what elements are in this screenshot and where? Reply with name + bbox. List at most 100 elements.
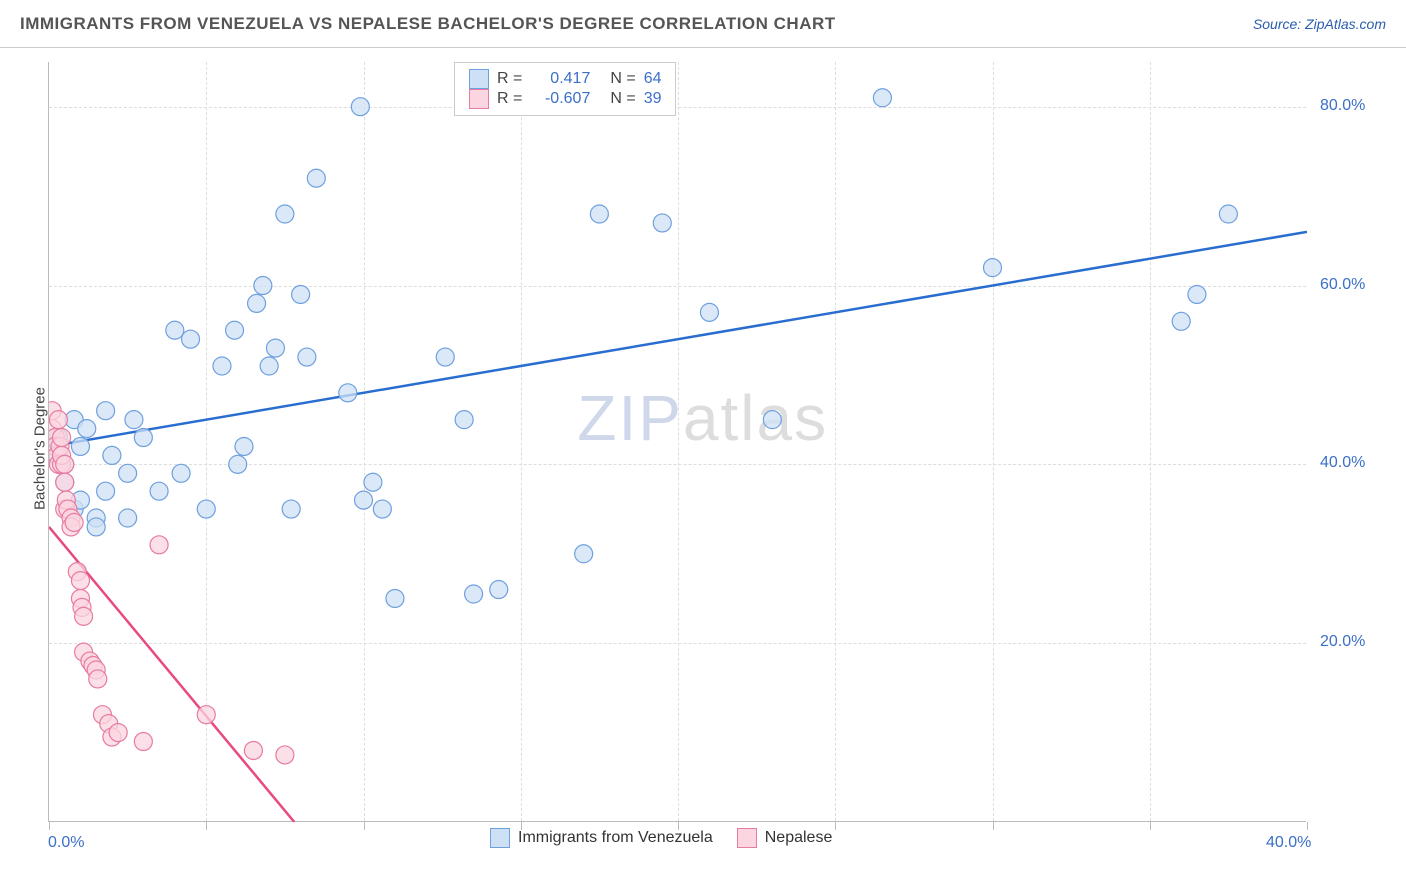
- data-point: [78, 420, 96, 438]
- data-point: [1172, 312, 1190, 330]
- legend-swatch: [737, 828, 757, 848]
- data-point: [307, 169, 325, 187]
- r-label: R =: [497, 90, 522, 108]
- source-link[interactable]: ZipAtlas.com: [1305, 16, 1386, 32]
- data-point: [590, 205, 608, 223]
- data-point: [763, 411, 781, 429]
- data-point: [65, 513, 83, 531]
- x-tick: [1150, 822, 1151, 830]
- data-point: [56, 455, 74, 473]
- page-title: IMMIGRANTS FROM VENEZUELA VS NEPALESE BA…: [20, 14, 836, 34]
- data-point: [575, 545, 593, 563]
- data-point: [182, 330, 200, 348]
- x-tick: [49, 822, 50, 830]
- r-value: -0.607: [530, 90, 590, 108]
- y-axis-label: Bachelor's Degree: [32, 369, 49, 529]
- x-tick: [206, 822, 207, 830]
- data-point: [150, 536, 168, 554]
- data-point: [700, 303, 718, 321]
- data-point: [386, 589, 404, 607]
- x-tick: [1307, 822, 1308, 830]
- x-tick: [835, 822, 836, 830]
- legend-swatch: [469, 89, 489, 109]
- series-name: Immigrants from Venezuela: [518, 829, 713, 847]
- source-prefix: Source:: [1253, 16, 1305, 32]
- data-point: [373, 500, 391, 518]
- data-point: [276, 205, 294, 223]
- x-tick-label: 0.0%: [48, 834, 84, 852]
- n-label: N =: [610, 90, 635, 108]
- data-point: [436, 348, 454, 366]
- data-point: [53, 429, 71, 447]
- data-point: [49, 411, 67, 429]
- data-point: [455, 411, 473, 429]
- data-point: [653, 214, 671, 232]
- data-point: [364, 473, 382, 491]
- y-tick-label: 20.0%: [1320, 633, 1365, 651]
- data-point: [75, 607, 93, 625]
- data-point: [97, 402, 115, 420]
- data-point: [166, 321, 184, 339]
- r-value: 0.417: [530, 70, 590, 88]
- data-point: [244, 741, 262, 759]
- series-name: Nepalese: [765, 829, 833, 847]
- series-legend: Immigrants from Venezuela Nepalese: [490, 828, 832, 848]
- data-point: [984, 259, 1002, 277]
- data-point: [490, 581, 508, 599]
- x-tick: [364, 822, 365, 830]
- plot-svg-layer: [49, 62, 1307, 822]
- data-point: [266, 339, 284, 357]
- data-point: [465, 585, 483, 603]
- data-point: [351, 98, 369, 116]
- n-label: N =: [610, 70, 635, 88]
- data-point: [213, 357, 231, 375]
- data-point: [172, 464, 190, 482]
- data-point: [197, 500, 215, 518]
- data-point: [134, 733, 152, 751]
- legend-swatch: [469, 69, 489, 89]
- data-point: [119, 509, 137, 527]
- data-point: [71, 572, 89, 590]
- data-point: [260, 357, 278, 375]
- data-point: [248, 294, 266, 312]
- data-point: [276, 746, 294, 764]
- data-point: [229, 455, 247, 473]
- data-point: [298, 348, 316, 366]
- data-point: [56, 473, 74, 491]
- data-point: [355, 491, 373, 509]
- source-attribution: Source: ZipAtlas.com: [1253, 16, 1386, 32]
- data-point: [134, 429, 152, 447]
- legend-row: R = -0.607 N = 39: [469, 89, 661, 109]
- data-point: [292, 285, 310, 303]
- data-point: [119, 464, 137, 482]
- scatter-plot: ZIPatlas: [48, 62, 1306, 822]
- y-tick-label: 40.0%: [1320, 454, 1365, 472]
- y-tick-label: 60.0%: [1320, 276, 1365, 294]
- data-point: [109, 724, 127, 742]
- n-value: 39: [644, 90, 662, 108]
- data-point: [150, 482, 168, 500]
- data-point: [87, 518, 105, 536]
- data-point: [71, 437, 89, 455]
- data-point: [282, 500, 300, 518]
- r-label: R =: [497, 70, 522, 88]
- legend-row: R =0.417N = 64: [469, 69, 661, 89]
- header: IMMIGRANTS FROM VENEZUELA VS NEPALESE BA…: [0, 0, 1406, 48]
- correlation-legend: R =0.417N = 64R =-0.607N = 39: [454, 62, 676, 116]
- data-point: [97, 482, 115, 500]
- y-tick-label: 80.0%: [1320, 97, 1365, 115]
- data-point: [254, 277, 272, 295]
- data-point: [197, 706, 215, 724]
- data-point: [873, 89, 891, 107]
- data-point: [339, 384, 357, 402]
- legend-swatch: [490, 828, 510, 848]
- x-tick: [993, 822, 994, 830]
- x-tick-label: 40.0%: [1266, 834, 1311, 852]
- data-point: [103, 446, 121, 464]
- data-point: [89, 670, 107, 688]
- data-point: [1188, 285, 1206, 303]
- series-legend-item: Immigrants from Venezuela: [490, 828, 713, 848]
- series-legend-item: Nepalese: [737, 828, 833, 848]
- data-point: [235, 437, 253, 455]
- data-point: [1219, 205, 1237, 223]
